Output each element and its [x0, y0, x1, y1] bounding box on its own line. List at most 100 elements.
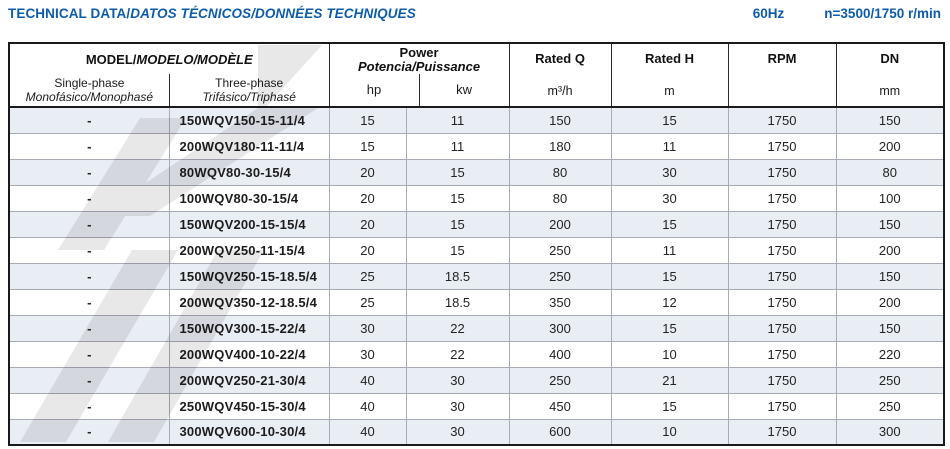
- cell-dn: 200: [835, 236, 945, 264]
- cell-single-phase: -: [8, 158, 170, 186]
- cell-power-kw: 11: [405, 132, 510, 160]
- table-body: - 150WQV150-15-11/4 15 11 150 15 1750 15…: [8, 106, 945, 446]
- cell-power-hp: 25: [328, 288, 407, 316]
- table-header: MODEL/MODELO/MODÈLE Single-phase Monofás…: [8, 42, 945, 108]
- cell-single-phase: -: [8, 236, 170, 264]
- cell-rpm: 1750: [727, 106, 837, 134]
- cell-rpm: 1750: [727, 314, 837, 342]
- cell-single-phase: -: [8, 418, 170, 446]
- header-unit-kw-label: kw: [456, 82, 472, 97]
- cell-power-hp: 20: [328, 236, 407, 264]
- cell-rated-h: 12: [610, 288, 729, 316]
- cell-rpm: 1750: [727, 288, 837, 316]
- table-row: - 300WQV600-10-30/4 40 30 600 10 1750 30…: [8, 418, 945, 446]
- table-row: - 200WQV250-11-15/4 20 15 250 11 1750 20…: [8, 236, 945, 264]
- cell-rpm: 1750: [727, 366, 837, 394]
- cell-three-phase-model: 250WQV450-15-30/4: [168, 392, 330, 420]
- header-dn-label: DN: [880, 51, 900, 66]
- cell-single-phase: -: [8, 340, 170, 368]
- cell-three-phase-model: 200WQV350-12-18.5/4: [168, 288, 330, 316]
- cell-rpm: 1750: [727, 158, 837, 186]
- header-dn: DN mm: [835, 42, 945, 108]
- cell-single-phase: -: [8, 106, 170, 134]
- cell-power-hp: 40: [328, 366, 407, 394]
- cell-dn: 220: [835, 340, 945, 368]
- cell-rated-h: 10: [610, 418, 729, 446]
- cell-single-phase: -: [8, 184, 170, 212]
- cell-rated-q: 80: [508, 158, 612, 186]
- header-power-title: Power Potencia/Puissance: [330, 44, 509, 74]
- cell-power-hp: 30: [328, 314, 407, 342]
- cell-power-hp: 20: [328, 158, 407, 186]
- cell-rated-q: 150: [508, 106, 612, 134]
- cell-power-kw: 30: [405, 392, 510, 420]
- cell-three-phase-model: 200WQV180-11-11/4: [168, 132, 330, 160]
- cell-power-kw: 30: [405, 418, 510, 446]
- table-row: - 80WQV80-30-15/4 20 15 80 30 1750 80: [8, 158, 945, 186]
- cell-three-phase-model: 200WQV250-21-30/4: [168, 366, 330, 394]
- header-rated-h: Rated H m: [610, 42, 729, 108]
- cell-rpm: 1750: [727, 262, 837, 290]
- cell-rpm: 1750: [727, 418, 837, 446]
- cell-power-hp: 40: [328, 418, 407, 446]
- page-title-main: TECHNICAL DATA/: [8, 6, 131, 21]
- cell-rated-q: 450: [508, 392, 612, 420]
- cell-single-phase: -: [8, 288, 170, 316]
- cell-rated-h: 11: [610, 132, 729, 160]
- cell-rated-h: 15: [610, 392, 729, 420]
- cell-three-phase-model: 150WQV300-15-22/4: [168, 314, 330, 342]
- cell-rated-q: 200: [508, 210, 612, 238]
- cell-power-kw: 22: [405, 340, 510, 368]
- cell-power-hp: 20: [328, 184, 407, 212]
- cell-three-phase-model: 150WQV150-15-11/4: [168, 106, 330, 134]
- cell-rated-q: 300: [508, 314, 612, 342]
- cell-three-phase-model: 300WQV600-10-30/4: [168, 418, 330, 446]
- header-single-phase-en: Single-phase: [54, 76, 125, 90]
- cell-dn: 300: [835, 418, 945, 446]
- header-three-phase-alt: Trifásico/Triphasé: [202, 90, 296, 104]
- table-row: - 150WQV250-15-18.5/4 25 18.5 250 15 175…: [8, 262, 945, 290]
- cell-rated-h: 30: [610, 158, 729, 186]
- cell-rated-q: 350: [508, 288, 612, 316]
- cell-three-phase-model: 80WQV80-30-15/4: [168, 158, 330, 186]
- cell-rated-q: 250: [508, 236, 612, 264]
- cell-rated-h: 15: [610, 314, 729, 342]
- cell-power-hp: 40: [328, 392, 407, 420]
- cell-dn: 250: [835, 366, 945, 394]
- cell-dn: 200: [835, 288, 945, 316]
- cell-rpm: 1750: [727, 210, 837, 238]
- header-rated-q: Rated Q m³/h: [508, 42, 612, 108]
- spec-labels: 60Hz n=3500/1750 r/min: [753, 6, 941, 21]
- header-rated-h-unit: m: [664, 84, 675, 98]
- header-model-title-main: MODEL/: [85, 51, 137, 67]
- header-model-title-italic: MODELO/MODÈLE: [136, 51, 253, 67]
- header-power-title-italic: Potencia/Puissance: [357, 58, 481, 74]
- cell-dn: 250: [835, 392, 945, 420]
- page-title: TECHNICAL DATA/DATOS TÉCNICOS/DONNÉES TE…: [8, 6, 416, 21]
- cell-rated-q: 180: [508, 132, 612, 160]
- cell-rated-q: 80: [508, 184, 612, 212]
- table-row: - 200WQV180-11-11/4 15 11 180 11 1750 20…: [8, 132, 945, 160]
- table-row: - 200WQV250-21-30/4 40 30 250 21 1750 25…: [8, 366, 945, 394]
- technical-data-table: MODEL/MODELO/MODÈLE Single-phase Monofás…: [8, 42, 946, 446]
- header-three-phase-en: Three-phase: [215, 76, 284, 90]
- cell-three-phase-model: 200WQV250-11-15/4: [168, 236, 330, 264]
- cell-dn: 150: [835, 210, 945, 238]
- header-dn-unit: mm: [879, 84, 901, 98]
- header-rpm-unit: [729, 85, 836, 98]
- cell-dn: 150: [835, 106, 945, 134]
- cell-dn: 200: [835, 132, 945, 160]
- cell-single-phase: -: [8, 210, 170, 238]
- cell-power-kw: 15: [405, 184, 510, 212]
- header-rpm: RPM: [727, 42, 837, 108]
- cell-rated-h: 15: [610, 106, 729, 134]
- header-rated-q-label: Rated Q: [535, 51, 585, 66]
- cell-rpm: 1750: [727, 340, 837, 368]
- header-single-phase: Single-phase Monofásico/Monophasé: [10, 74, 169, 106]
- cell-power-kw: 30: [405, 366, 510, 394]
- cell-single-phase: -: [8, 366, 170, 394]
- table-row: - 200WQV400-10-22/4 30 22 400 10 1750 22…: [8, 340, 945, 368]
- cell-power-kw: 15: [405, 158, 510, 186]
- table-row: - 100WQV80-30-15/4 20 15 80 30 1750 100: [8, 184, 945, 212]
